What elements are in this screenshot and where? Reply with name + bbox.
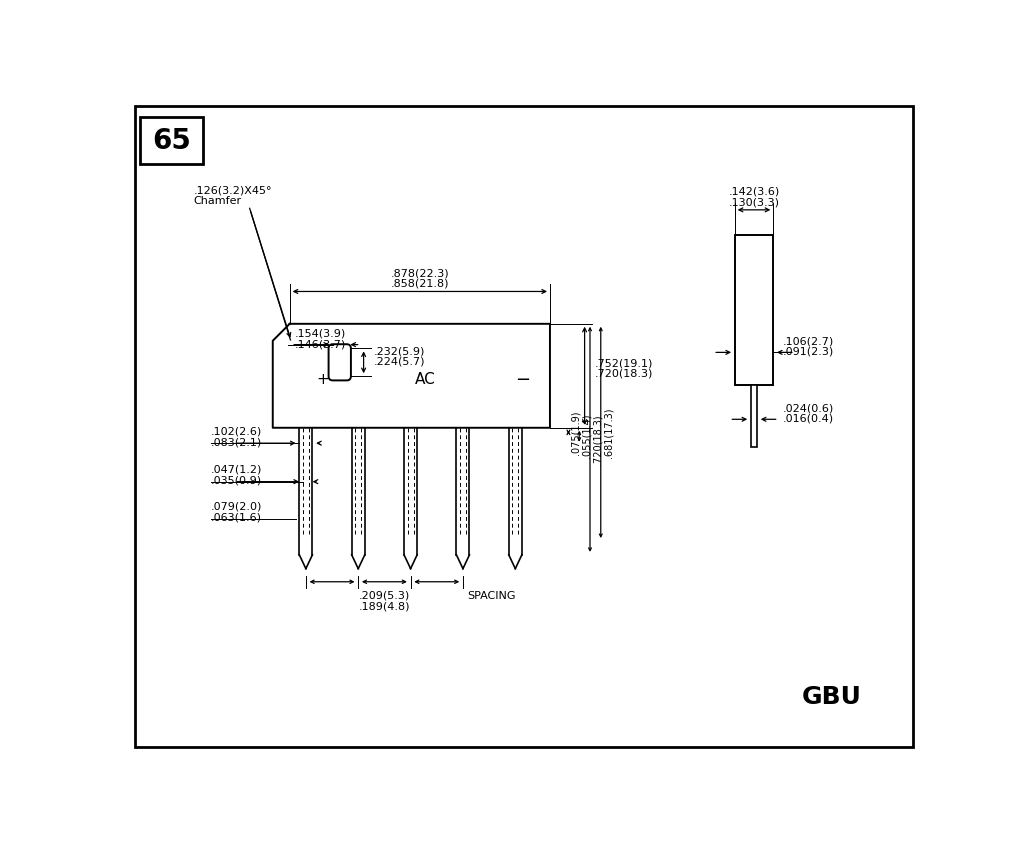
Text: .075(1.9): .075(1.9) bbox=[570, 410, 580, 455]
Text: .209(5.3): .209(5.3) bbox=[359, 591, 410, 601]
Text: Chamfer: Chamfer bbox=[193, 196, 241, 206]
Text: .055(1.4): .055(1.4) bbox=[582, 414, 592, 458]
Text: .720(18.3): .720(18.3) bbox=[595, 369, 653, 379]
Text: .047(1.2): .047(1.2) bbox=[212, 465, 263, 474]
Text: .752(19.1): .752(19.1) bbox=[595, 358, 653, 368]
Text: .681(17.3): .681(17.3) bbox=[603, 407, 613, 457]
Text: .878(22.3): .878(22.3) bbox=[390, 268, 449, 279]
Text: AC: AC bbox=[415, 372, 435, 387]
Text: −: − bbox=[515, 371, 529, 388]
Text: .016(0.4): .016(0.4) bbox=[783, 414, 834, 424]
Text: .154(3.9): .154(3.9) bbox=[294, 328, 345, 338]
Text: .224(5.7): .224(5.7) bbox=[374, 357, 425, 367]
Text: .024(0.6): .024(0.6) bbox=[783, 403, 834, 413]
Text: .091(2.3): .091(2.3) bbox=[783, 347, 834, 357]
Text: .858(21.8): .858(21.8) bbox=[390, 279, 449, 289]
Text: .130(3.3): .130(3.3) bbox=[729, 197, 780, 208]
Text: .063(1.6): .063(1.6) bbox=[212, 512, 263, 522]
Bar bbox=[751, 386, 757, 447]
Text: .146(3.7): .146(3.7) bbox=[294, 339, 345, 349]
Text: .142(3.6): .142(3.6) bbox=[729, 187, 780, 197]
Bar bbox=[735, 235, 774, 386]
Text: .720(18.3): .720(18.3) bbox=[593, 414, 602, 465]
FancyBboxPatch shape bbox=[329, 344, 351, 381]
Text: GBU: GBU bbox=[802, 684, 862, 709]
Text: .232(5.9): .232(5.9) bbox=[374, 346, 425, 356]
Text: +: + bbox=[316, 372, 329, 387]
Bar bbox=[140, 116, 203, 165]
Text: .079(2.0): .079(2.0) bbox=[212, 501, 263, 511]
Text: .102(2.6): .102(2.6) bbox=[212, 426, 263, 436]
Text: .189(4.8): .189(4.8) bbox=[359, 602, 410, 612]
Text: SPACING: SPACING bbox=[467, 591, 516, 601]
Text: .035(0.9): .035(0.9) bbox=[212, 475, 263, 485]
Text: .106(2.7): .106(2.7) bbox=[783, 336, 834, 346]
Text: .126(3.2)X45°: .126(3.2)X45° bbox=[193, 185, 272, 195]
Text: .083(2.1): .083(2.1) bbox=[212, 437, 263, 447]
Text: 65: 65 bbox=[152, 127, 191, 154]
